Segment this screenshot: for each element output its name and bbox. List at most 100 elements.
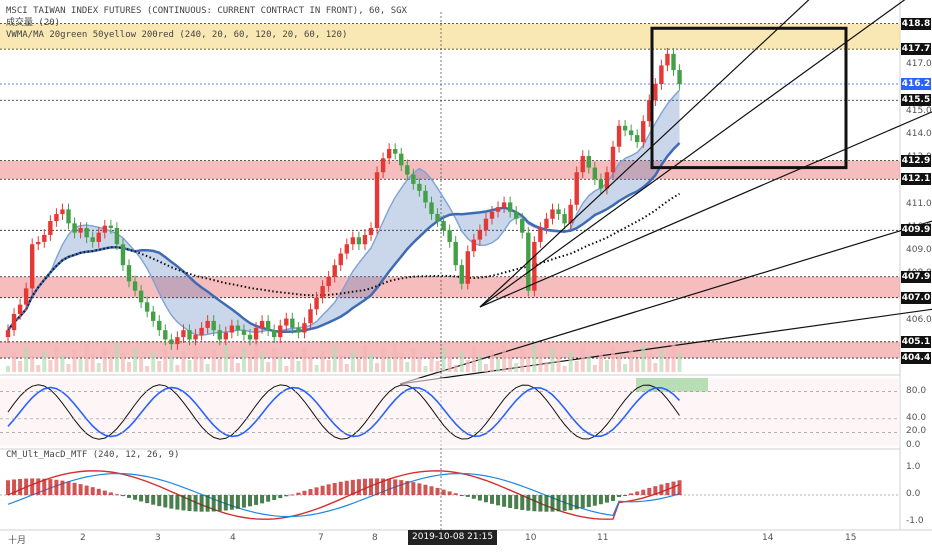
- macd-histogram-bar: [405, 481, 410, 496]
- macd-histogram-bar: [18, 478, 23, 496]
- volume-bar: [254, 344, 259, 372]
- macd-histogram-bar: [108, 492, 113, 496]
- volume-bar: [580, 347, 585, 372]
- candle-body: [290, 318, 295, 328]
- volume-legend: 成交量 (20): [6, 18, 61, 28]
- candle-body: [653, 84, 658, 101]
- volume-bar: [48, 360, 53, 372]
- macd-histogram-bar: [544, 495, 549, 512]
- chart-title: MSCI TAIWAN INDEX FUTURES (CONTINUOUS: C…: [6, 6, 407, 16]
- volume-bar: [36, 365, 41, 372]
- price-level-tag: 415.5: [901, 94, 931, 107]
- candle-body: [568, 204, 573, 224]
- candle-body: [229, 325, 235, 333]
- candle-body: [120, 244, 126, 266]
- macd-histogram-bar: [127, 495, 131, 498]
- candle-body: [181, 330, 186, 338]
- macd-histogram-bar: [526, 495, 531, 511]
- volume-bar: [30, 356, 35, 372]
- candle-body: [598, 179, 604, 189]
- candle-body: [538, 228, 543, 242]
- candle-body: [5, 330, 11, 338]
- candle-body: [193, 334, 198, 340]
- candle-body: [477, 230, 483, 240]
- candle-body: [114, 228, 120, 245]
- volume-bar: [574, 361, 579, 372]
- macd-histogram-bar: [187, 495, 192, 512]
- price-tick-label: 415.0: [906, 105, 932, 116]
- volume-bar: [344, 364, 349, 372]
- volume-bar: [290, 352, 295, 372]
- macd-histogram-bar: [60, 480, 65, 496]
- candle-body: [23, 288, 29, 305]
- candle-body: [362, 234, 368, 245]
- volume-bar: [139, 357, 144, 372]
- macd-histogram-bar: [538, 495, 543, 512]
- candle-body: [66, 209, 71, 224]
- candle-body: [592, 167, 598, 180]
- price-level-tag: 407.0: [901, 291, 931, 304]
- volume-bar: [617, 355, 622, 372]
- volume-bar: [538, 353, 543, 372]
- candle-body: [435, 214, 440, 222]
- macd-histogram-bar: [568, 495, 573, 511]
- volume-bar: [453, 365, 458, 372]
- macd-histogram-bar: [508, 495, 513, 508]
- macd-histogram-bar: [12, 479, 17, 496]
- candle-body: [48, 221, 53, 235]
- candle-body: [332, 265, 337, 277]
- volume-bar: [411, 348, 416, 372]
- volume-bar: [108, 358, 113, 372]
- volume-bar: [78, 359, 83, 372]
- volume-bar: [102, 349, 107, 372]
- macd-histogram-bar: [199, 495, 204, 512]
- time-tick-label: 十月: [8, 536, 27, 546]
- macd-histogram-bar: [302, 490, 307, 496]
- volume-bar: [326, 360, 331, 372]
- candle-body: [495, 207, 501, 212]
- macd-histogram-bar: [90, 487, 95, 496]
- macd-tick-label: -1.0: [906, 515, 924, 526]
- volume-bar: [96, 363, 101, 372]
- candle-body: [453, 241, 458, 266]
- candle-body: [187, 330, 192, 340]
- volume-bar: [120, 353, 125, 372]
- macd-histogram-bar: [72, 482, 77, 496]
- volume-bar: [369, 354, 373, 372]
- candle-body: [507, 202, 513, 212]
- candle-body: [417, 183, 422, 191]
- candle-body: [580, 156, 585, 173]
- macd-histogram-bar: [145, 495, 150, 504]
- macd-histogram-bar: [580, 495, 585, 509]
- volume-bar: [598, 351, 603, 372]
- volume-bar: [260, 353, 265, 372]
- candle-body: [138, 290, 144, 303]
- candle-body: [320, 286, 325, 298]
- candle-body: [302, 323, 307, 333]
- macd-histogram-bar: [181, 495, 186, 511]
- macd-histogram-bar: [477, 495, 482, 501]
- candle-body: [296, 327, 301, 333]
- candle-body: [616, 125, 622, 147]
- volume-bar: [441, 347, 446, 372]
- volume-bar: [60, 355, 65, 372]
- price-tick-label: 411.0: [906, 198, 932, 209]
- candle-body: [30, 244, 35, 289]
- candle-body: [441, 221, 446, 231]
- candle-body: [308, 309, 313, 324]
- crosshair-time-tag: 2019-10-08 21:15: [408, 530, 498, 545]
- candle-body: [622, 125, 628, 131]
- volume-bar: [459, 351, 464, 372]
- volume-bar: [375, 363, 380, 372]
- volume-bar: [84, 345, 89, 372]
- candle-body: [217, 330, 222, 340]
- macd-histogram-bar: [677, 480, 682, 496]
- macd-histogram-bar: [338, 481, 343, 496]
- macd-histogram-bar: [496, 495, 501, 506]
- macd-tick-label: 0.0: [906, 489, 921, 500]
- macd-histogram-bar: [205, 495, 210, 512]
- volume-bar: [483, 364, 488, 372]
- volume-bar: [320, 351, 325, 372]
- volume-bar: [72, 350, 77, 372]
